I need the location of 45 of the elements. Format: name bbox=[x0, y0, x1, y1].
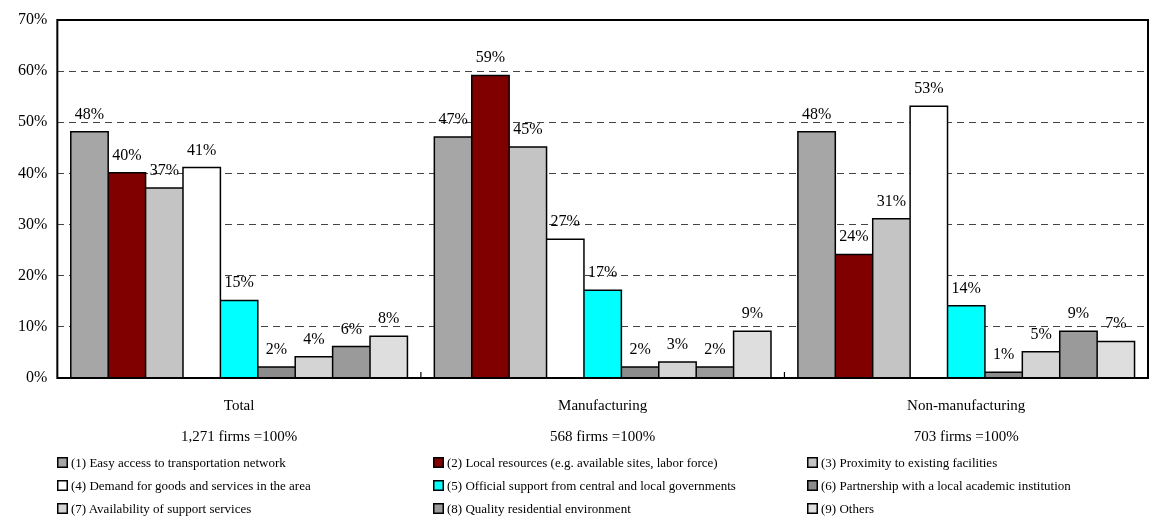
legend-label: (9) Others bbox=[821, 500, 875, 517]
data-label: 3% bbox=[666, 334, 689, 352]
y-tick-label: 40% bbox=[18, 163, 48, 181]
legend-label: (6) Partnership with a local academic institution bbox=[821, 477, 1071, 494]
data-label: 5% bbox=[1030, 324, 1052, 342]
x-tick-label: Non-manufacturing 703 firms =100% bbox=[907, 397, 1026, 445]
y-tick-label: 70% bbox=[18, 10, 48, 28]
y-tick-label: 30% bbox=[18, 214, 48, 232]
data-label: 2% bbox=[265, 339, 288, 357]
data-label: 47% bbox=[438, 109, 468, 127]
data-label: 15% bbox=[224, 273, 254, 291]
legend-label: (7) Availability of support services bbox=[71, 500, 252, 517]
data-label: 45% bbox=[513, 120, 543, 138]
data-label: 7% bbox=[1105, 314, 1127, 332]
data-label: 8% bbox=[378, 309, 400, 327]
legend-label: (5) Official support from central and local governments bbox=[447, 477, 736, 494]
y-tick-label: 60% bbox=[18, 61, 48, 79]
data-label: 41% bbox=[187, 140, 217, 158]
data-label: 9% bbox=[1067, 304, 1090, 322]
legend-label: (4) Demand for goods and services in the area bbox=[71, 477, 311, 494]
data-label: 59% bbox=[475, 48, 506, 66]
legend-label: (3) Proximity to existing facilities bbox=[821, 454, 998, 471]
x-tick-label: Total 1,271 firms =100% bbox=[180, 397, 298, 445]
data-label: 14% bbox=[951, 278, 981, 296]
data-label: 2% bbox=[704, 339, 726, 357]
data-label: 53% bbox=[914, 79, 944, 97]
y-tick-label: 50% bbox=[18, 112, 48, 130]
data-label: 31% bbox=[876, 191, 907, 209]
legend-label: (1) Easy access to transportation network bbox=[71, 454, 286, 471]
y-tick-label: 20% bbox=[18, 265, 48, 283]
y-tick-label: 0% bbox=[26, 368, 48, 386]
data-label: 9% bbox=[741, 304, 763, 322]
legend-label: (2) Local resources (e.g. available sites, labor force) bbox=[447, 454, 718, 471]
data-label: 2% bbox=[629, 339, 651, 357]
data-label: 24% bbox=[839, 227, 869, 245]
x-tick-label: Manufacturing 568 firms =100% bbox=[550, 397, 656, 445]
data-label: 40% bbox=[112, 145, 142, 163]
data-label: 37% bbox=[149, 160, 179, 178]
data-label: 4% bbox=[303, 329, 325, 347]
data-label: 6% bbox=[340, 319, 362, 337]
legend-label: (8) Quality residential environment bbox=[447, 500, 631, 517]
data-label: 48% bbox=[74, 104, 105, 122]
y-tick-label: 10% bbox=[18, 317, 48, 335]
data-label: 1% bbox=[992, 345, 1015, 363]
data-label: 48% bbox=[801, 104, 832, 122]
